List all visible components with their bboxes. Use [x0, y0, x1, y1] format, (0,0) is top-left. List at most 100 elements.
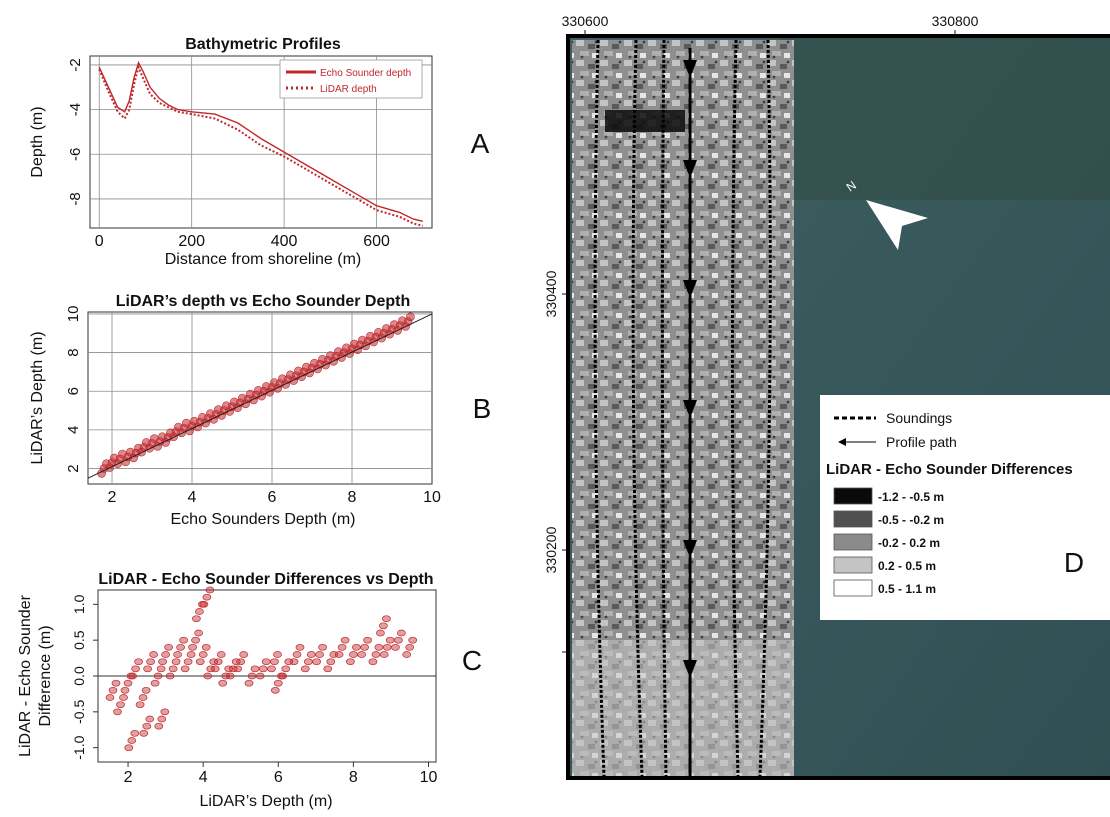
chart-c-point	[394, 636, 403, 644]
chart-c-point	[142, 722, 152, 730]
chart-b-fit-line-path	[87, 313, 433, 479]
chart-c-point	[123, 679, 133, 687]
chart-b-x-tick-label: 6	[268, 489, 277, 506]
chart-c-point	[161, 651, 170, 658]
chart-c-point	[267, 665, 276, 673]
profile-arrow-6	[683, 660, 697, 678]
map-x-tick-1: 330600	[562, 13, 609, 29]
chart-c-y-label-line1: LiDAR - Echo Sounder	[17, 594, 34, 757]
chart-a-y-tick-label: -4	[67, 103, 84, 116]
chart-c-point	[318, 643, 327, 651]
legend-classes: -1.2 - -0.5 m -0.5 - -0.2 m -0.2 - 0.2 m 0.…	[833, 487, 944, 597]
chart-c-point	[202, 593, 212, 601]
chart-a-x-tick-label: 200	[178, 233, 205, 250]
legend-profile-arrow-icon	[838, 438, 846, 446]
chart-c-point	[312, 658, 321, 666]
chart-c-point	[141, 686, 151, 694]
chart-c-point	[143, 665, 152, 673]
chart-b-x-tick-label: 4	[188, 489, 197, 506]
legend-class-swatch	[833, 487, 873, 505]
chart-c-point	[221, 672, 231, 680]
chart-c-y-tick-label: 0.0	[71, 666, 87, 686]
chart-b-points	[97, 312, 415, 478]
chart-c-point	[108, 686, 118, 694]
map-d-shore-zone	[780, 36, 1110, 200]
chart-c-x-tick-label: 2	[124, 769, 133, 786]
chart-c-point	[408, 636, 418, 644]
chart-c-point	[149, 651, 158, 658]
chart-c-point	[113, 708, 122, 716]
chart-c-y-label-line2: Difference (m)	[37, 625, 54, 726]
chart-c-point	[374, 643, 384, 651]
chart-c-x-ticks: 2 4 6 8 10	[124, 762, 438, 786]
chart-c-point	[188, 643, 197, 651]
chart-c-point	[158, 658, 167, 666]
profile-arrow-5	[683, 540, 697, 558]
chart-c-x-tick-label: 10	[420, 769, 438, 786]
legend-class-label: -0.2 - 0.2 m	[878, 536, 940, 550]
chart-b-y-tick-label: 6	[65, 387, 82, 395]
legend-class-label: 0.2 - 0.5 m	[878, 559, 936, 573]
chart-b-y-label: LiDAR’s Depth (m)	[29, 331, 46, 464]
chart-a-x-tick-label: 600	[363, 233, 390, 250]
chart-c-x-label: LiDAR’s Depth (m)	[199, 793, 332, 810]
chart-c-point	[194, 629, 203, 637]
map-d: N 330600 330800 330400 330200 Soundings …	[543, 13, 1110, 780]
chart-b-y-tick-label: 10	[65, 306, 82, 323]
chart-c-point	[192, 615, 201, 623]
chart-b-x-label: Echo Sounders Depth (m)	[171, 511, 356, 528]
chart-c-point	[164, 643, 173, 651]
chart-a-x-ticks: 0 200 400 600	[95, 233, 390, 250]
chart-c-point	[145, 715, 155, 723]
chart-c-title: LiDAR - Echo Sounder Differences vs Dept…	[98, 571, 433, 588]
legend-profile-path-label: Profile path	[886, 434, 957, 450]
chart-c-point	[206, 665, 216, 673]
chart-a-legend-label-1: Echo Sounder depth	[320, 68, 411, 79]
chart-c-point	[119, 694, 128, 701]
chart-c-point	[289, 658, 299, 666]
legend-soundings-label: Soundings	[886, 410, 952, 426]
chart-c-point	[363, 636, 372, 644]
chart-a-series	[98, 60, 424, 227]
chart-c-point	[368, 658, 378, 666]
chart-c-point	[205, 586, 215, 594]
chart-c-point	[323, 665, 333, 673]
chart-c-y-tick-label: -1.0	[71, 735, 87, 759]
chart-b-y-tick-label: 4	[65, 426, 82, 434]
chart-b-x-tick-label: 8	[348, 489, 357, 506]
chart-c-point	[382, 643, 392, 651]
chart-c-point	[334, 651, 344, 658]
legend-class-label: -0.5 - -0.2 m	[878, 513, 944, 527]
chart-c-point	[203, 672, 213, 680]
chart-c-point	[349, 651, 358, 658]
chart-c-point	[261, 658, 271, 666]
chart-a-frame	[89, 55, 433, 229]
chart-c-point	[135, 701, 145, 709]
chart-c: LiDAR - Echo Sounder Differences vs Dept…	[17, 571, 482, 810]
chart-b-x-tick-label: 2	[108, 489, 117, 506]
chart-c-point	[176, 643, 185, 651]
chart-c-point	[128, 672, 137, 680]
panel-letter-c: C	[462, 645, 482, 676]
chart-c-point	[139, 729, 149, 737]
legend-class-swatch	[833, 533, 873, 551]
chart-b-title: LiDAR’s depth vs Echo Sounder Depth	[116, 293, 411, 310]
chart-c-point	[195, 608, 204, 615]
chart-c-point	[138, 694, 148, 701]
panel-letter-b: B	[473, 393, 492, 424]
chart-b-x-tick-label: 10	[423, 489, 441, 506]
chart-c-point	[352, 643, 361, 651]
map-d-frame	[566, 34, 1110, 780]
profile-arrow-1	[683, 60, 697, 78]
chart-c-point	[360, 643, 369, 651]
chart-a-y-tick-label: -2	[67, 58, 84, 71]
chart-c-point	[153, 672, 163, 680]
chart-c-point	[210, 665, 220, 673]
map-y-tick-2: 330200	[543, 526, 559, 573]
map-y-tick-1: 330400	[543, 270, 559, 317]
chart-a-y-tick-label: -6	[67, 148, 84, 161]
chart-c-point	[236, 658, 246, 666]
chart-b-frame	[87, 311, 433, 485]
chart-c-point	[195, 658, 205, 666]
